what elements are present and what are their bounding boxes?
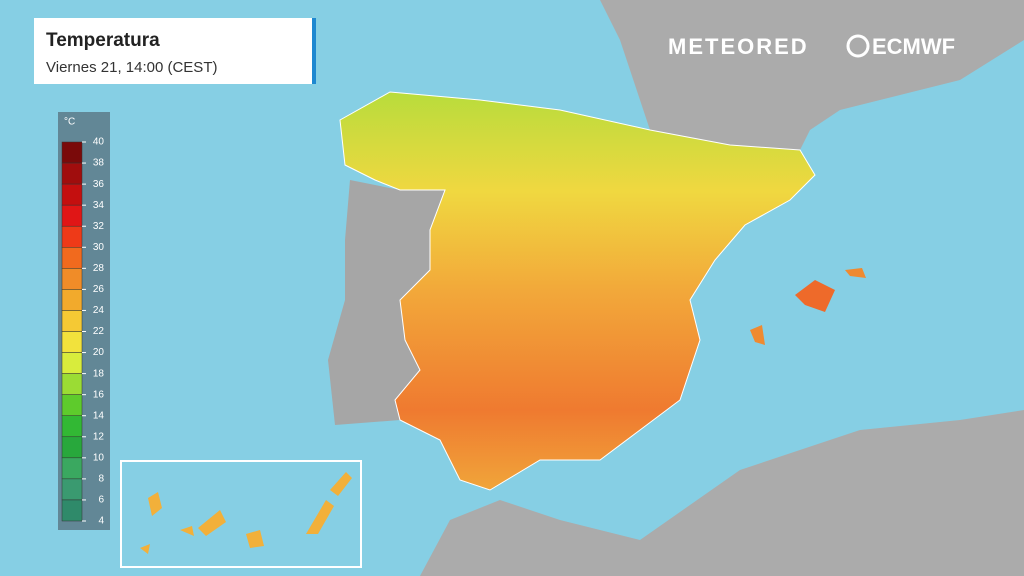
- legend-swatch: [61, 352, 83, 374]
- legend-tick-label: 6: [98, 495, 104, 506]
- legend-swatch: [61, 247, 83, 269]
- africa: [420, 410, 1024, 576]
- legend-tick-label: 18: [93, 368, 105, 379]
- legend-tick-label: 36: [93, 179, 105, 190]
- legend-tick-label: 20: [93, 347, 105, 358]
- legend-tick-label: 4: [98, 516, 104, 527]
- legend-swatch: [61, 141, 83, 164]
- legend-tick-label: 14: [93, 410, 105, 421]
- subtitle: Viernes 21, 14:00 (CEST): [46, 59, 217, 76]
- legend-tick-label: 40: [93, 137, 105, 148]
- france: [600, 0, 1024, 150]
- legend-tick-label: 24: [93, 305, 105, 316]
- title-box: [34, 18, 316, 84]
- legend-swatch: [61, 331, 83, 353]
- legend-swatch: [61, 289, 83, 311]
- legend-swatch: [61, 436, 83, 459]
- legend-tick-label: 26: [93, 284, 105, 295]
- ibiza: [750, 325, 765, 345]
- legend-unit: °C: [64, 117, 75, 128]
- canary-inset: [120, 460, 362, 568]
- legend-swatch: [61, 268, 83, 290]
- legend-swatch: [61, 499, 83, 522]
- menorca: [845, 268, 866, 278]
- legend-tick-label: 30: [93, 242, 105, 253]
- spain: [339, 91, 816, 491]
- legend-tick-label: 38: [93, 158, 105, 169]
- legend-swatch: [61, 204, 83, 227]
- legend-tick-label: 28: [93, 263, 105, 274]
- title-accent: [312, 18, 316, 84]
- canary-islands: [140, 472, 352, 554]
- title: Temperatura: [46, 30, 160, 51]
- brand-ecmwf: ECMWF: [872, 34, 955, 59]
- legend-swatch: [61, 457, 83, 480]
- legend-swatch: [61, 415, 83, 438]
- legend-tick-label: 32: [93, 221, 105, 232]
- brand-meteored: METEORED: [668, 34, 809, 59]
- legend-tick-label: 12: [93, 431, 105, 442]
- legend: 40 38 36 34 32 30 28 26 24 22 20 18 16 14 12 10 8 6 4: [61, 137, 105, 527]
- legend-swatch: [61, 373, 83, 395]
- portugal: [328, 180, 445, 425]
- legend-swatch: [61, 478, 83, 501]
- legend-swatch: [61, 310, 83, 332]
- legend-tick-label: 10: [93, 452, 105, 463]
- legend-tick-label: 8: [98, 474, 104, 485]
- legend-tick-label: 16: [93, 389, 105, 400]
- legend-swatch: [61, 394, 83, 416]
- legend-swatch: [61, 183, 83, 206]
- legend-swatch: [61, 225, 83, 248]
- legend-tick-label: 34: [93, 200, 105, 211]
- legend-swatch: [61, 162, 83, 185]
- mallorca: [795, 280, 835, 312]
- legend-tick-label: 22: [93, 326, 105, 337]
- ecmwf-logo: [846, 34, 870, 58]
